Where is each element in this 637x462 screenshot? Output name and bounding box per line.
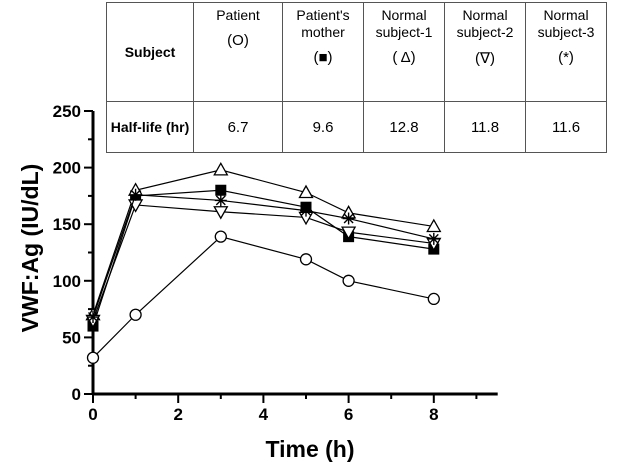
x-axis-title: Time (h) bbox=[265, 436, 354, 462]
data-point bbox=[214, 194, 227, 207]
y-tick-label: 200 bbox=[53, 159, 81, 178]
data-point bbox=[427, 292, 440, 306]
data-point bbox=[87, 311, 99, 324]
series-line bbox=[92, 194, 434, 318]
x-tick-label: 0 bbox=[88, 405, 97, 424]
column-symbol: (∇) bbox=[474, 50, 496, 67]
column-symbol: (O) bbox=[227, 32, 249, 49]
column-symbol: ( Δ) bbox=[392, 49, 416, 66]
table-cell-halflife: 9.6 bbox=[282, 101, 364, 153]
table-cell-subject: Normal subject-2 (∇) bbox=[444, 2, 526, 102]
data-point bbox=[129, 308, 142, 321]
data-point bbox=[86, 351, 100, 364]
table-cell-halflife: 6.7 bbox=[193, 101, 283, 153]
y-tick-label: 150 bbox=[53, 215, 81, 234]
y-tick-label: 50 bbox=[62, 328, 81, 347]
y-axis-title: VWF:Ag (IU/dL) bbox=[17, 164, 43, 333]
column-name: Normal subject-3 bbox=[537, 7, 595, 40]
column-symbol: (*) bbox=[558, 49, 574, 66]
column-name: Normal subject-2 bbox=[456, 7, 514, 40]
data-point bbox=[214, 230, 227, 243]
half-life-value: 11.8 bbox=[470, 118, 500, 136]
series bbox=[85, 162, 442, 321]
table-row-subject: Subject Patient (O) Patient's mother (■)… bbox=[106, 2, 607, 102]
table-cell-subject: Normal subject-3 (*) bbox=[525, 2, 607, 102]
data-point bbox=[299, 253, 313, 266]
chart-series-layer bbox=[85, 162, 442, 364]
table-row-halflife: Half-life (hr) 6.7 9.6 12.8 11.8 11.6 bbox=[106, 101, 607, 153]
half-life-value: 12.8 bbox=[389, 118, 419, 136]
y-tick-label: 100 bbox=[53, 272, 81, 291]
x-tick-label: 8 bbox=[429, 405, 438, 424]
column-name: Patient bbox=[216, 7, 260, 23]
data-point bbox=[213, 206, 229, 220]
data-point bbox=[340, 226, 357, 240]
column-name: Normal subject-1 bbox=[375, 7, 433, 40]
data-point bbox=[427, 232, 440, 245]
half-life-value: 9.6 bbox=[312, 118, 334, 136]
table-cell-subject: Normal subject-1 ( Δ) bbox=[363, 2, 445, 102]
series-line bbox=[92, 169, 434, 315]
column-symbol: (■) bbox=[313, 49, 333, 66]
data-point bbox=[298, 184, 314, 199]
x-tick-label: 4 bbox=[259, 405, 269, 424]
data-point bbox=[213, 162, 229, 176]
y-tick-label: 250 bbox=[53, 102, 81, 121]
table-cell-halflife: 12.8 bbox=[363, 101, 445, 153]
row-header-halflife: Half-life (hr) bbox=[106, 101, 194, 153]
series-line bbox=[92, 235, 434, 359]
x-tick-label: 2 bbox=[173, 405, 182, 424]
half-life-value: 11.6 bbox=[551, 118, 581, 136]
table-cell-subject: Patient (O) bbox=[193, 2, 283, 102]
half-life-value: 6.7 bbox=[227, 118, 249, 136]
row-header-subject: Subject bbox=[106, 2, 194, 102]
chart-axes: 0 2 4 6 8 0 50 100 150 200 250 bbox=[53, 102, 498, 424]
series bbox=[86, 230, 440, 364]
series bbox=[87, 188, 440, 324]
table-cell-halflife: 11.8 bbox=[444, 101, 526, 153]
table-cell-subject: Patient's mother (■) bbox=[282, 2, 364, 102]
data-point bbox=[300, 204, 312, 217]
series bbox=[87, 184, 440, 332]
series-line bbox=[92, 204, 434, 321]
data-point bbox=[342, 274, 355, 287]
table-cell-halflife: 11.6 bbox=[525, 101, 607, 153]
data-point bbox=[426, 218, 442, 233]
x-tick-label: 6 bbox=[344, 405, 353, 424]
column-name: Patient's mother bbox=[296, 7, 350, 40]
series-line bbox=[92, 189, 434, 327]
data-point bbox=[129, 188, 142, 201]
data-point bbox=[215, 184, 227, 196]
data-point bbox=[342, 212, 355, 225]
y-tick-label: 0 bbox=[72, 385, 81, 404]
half-life-table: Subject Patient (O) Patient's mother (■)… bbox=[106, 2, 607, 153]
